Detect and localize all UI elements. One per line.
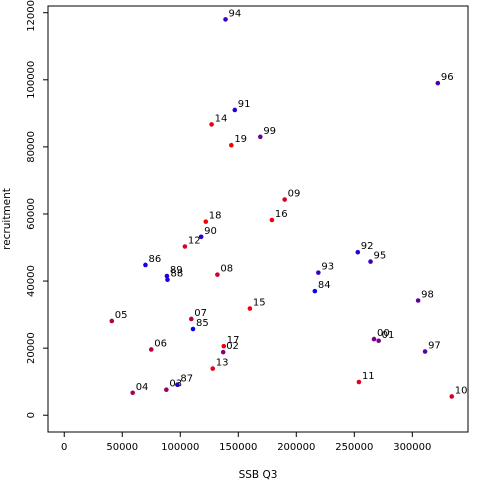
x-tick-label: 250000 [335,442,373,453]
data-point-label: 84 [318,280,331,291]
x-tick-label: 200000 [277,442,315,453]
data-point [356,379,362,385]
data-point [355,249,361,255]
x-tick-label: 150000 [219,442,257,453]
data-point [232,107,238,113]
data-point-label: 04 [136,382,149,393]
data-point-label: 95 [374,251,387,262]
data-point [182,244,188,249]
y-tick-label: 40000 [26,265,37,297]
data-point-label: 16 [275,209,288,220]
x-tick-label: 300000 [393,442,431,453]
y-axis-title: recruitment [1,188,13,250]
data-point [422,349,428,354]
data-point-label: 86 [148,254,161,265]
data-point [282,197,287,202]
data-point [449,394,455,399]
y-tick-label: 120000 [26,0,37,32]
data-point-label: 18 [209,211,222,222]
y-tick-label: 100000 [26,61,37,99]
data-point-label: 93 [321,262,334,273]
data-point-label: 05 [115,310,128,321]
data-point-label: 06 [154,338,167,349]
data-point-label: 12 [188,236,201,247]
data-point-label: 94 [229,8,242,19]
data-point-label: 92 [361,241,374,252]
data-point [247,306,253,311]
plot-area [47,5,469,433]
x-tick-label: 0 [61,442,67,453]
data-point [221,343,227,349]
data-point-label: 00 [377,328,390,339]
data-point [209,122,214,127]
data-point-label: 17 [227,335,240,346]
data-point [130,390,135,396]
data-point-label: 87 [180,374,193,385]
data-point [143,262,148,268]
data-point [415,298,421,303]
data-point-label: 01 [382,330,395,341]
data-point [371,336,377,342]
data-point-label: 98 [421,290,434,301]
y-axis-ticks: 0 20000 40000 60000 80000 100000 120000 [26,0,48,418]
data-point [210,366,216,371]
y-tick-label: 20000 [26,332,37,364]
data-point-label: 07 [194,308,207,319]
data-point-label: 10 [455,385,468,396]
y-tick-label: 0 [26,412,37,418]
data-point-label: 88 [171,269,184,280]
data-point [164,273,170,279]
x-tick-label: 100000 [161,442,199,453]
data-point-label: 13 [216,358,229,369]
data-point-label: 11 [362,371,375,382]
data-point [198,234,204,240]
data-point [223,17,228,22]
data-point-label: 96 [441,72,454,83]
data-point-label: 02 [226,341,239,352]
data-point [316,270,321,275]
x-tick-label: 50000 [106,442,138,453]
y-tick-label: 60000 [26,198,37,230]
data-point [164,387,169,393]
data-point [258,134,263,140]
data-point-label: 90 [204,226,217,237]
data-point-label: 85 [196,318,209,329]
data-point [109,318,115,324]
data-point [220,349,226,355]
data-point [190,326,196,332]
data-point [148,347,154,352]
data-point [376,338,381,344]
x-axis-ticks: 0 50000 100000 150000 200000 250000 300000 [61,432,431,453]
data-point-label: 19 [234,134,247,145]
data-point [215,272,220,277]
data-point-label: 99 [263,126,276,137]
data-point-label: 89 [170,265,183,276]
data-point [368,259,373,264]
data-point-label: 14 [215,113,228,124]
data-point [175,382,180,388]
data-point [188,316,194,322]
data-point-label: 08 [220,264,233,275]
data-point [165,277,170,283]
data-point [435,80,441,86]
data-point-label: 15 [253,298,266,309]
data-point [203,219,209,224]
data-point-label: 91 [238,99,251,110]
data-point-label: 09 [288,189,301,200]
data-point [229,142,234,148]
x-axis-title: SSB Q3 [239,469,278,480]
data-point-label: 97 [428,340,441,351]
y-tick-label: 80000 [26,131,37,163]
data-point [312,288,318,294]
data-point-label: 03 [169,379,182,390]
data-point [269,217,275,223]
